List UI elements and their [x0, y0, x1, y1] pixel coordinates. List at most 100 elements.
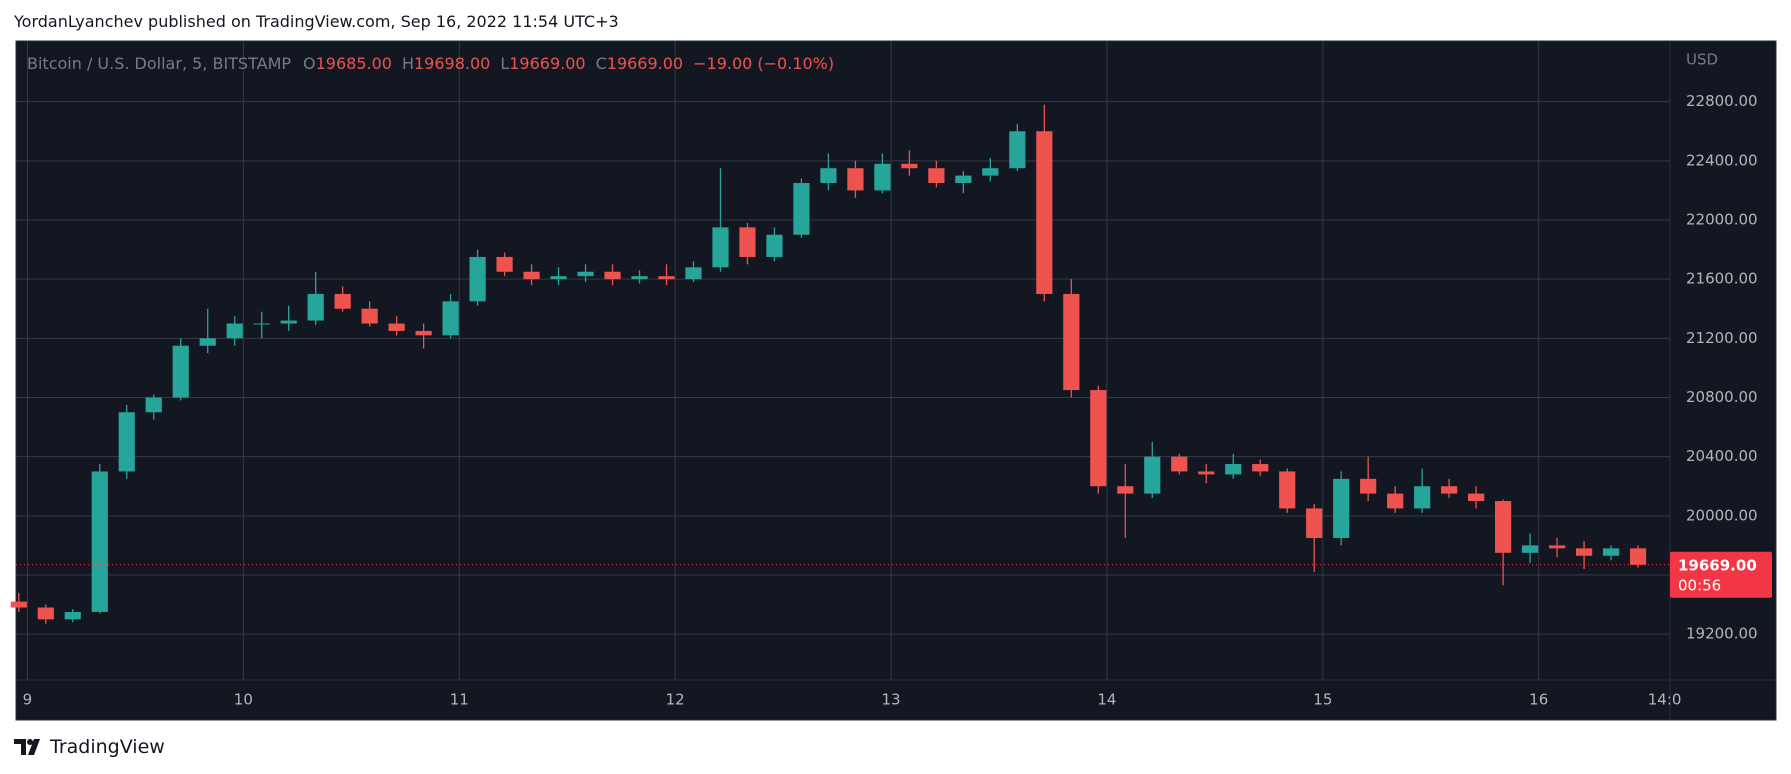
candle-body	[1629, 548, 1647, 565]
candle-body	[253, 323, 270, 325]
candle-body	[1548, 545, 1566, 549]
candle-body	[1171, 456, 1188, 472]
candle-body	[955, 175, 972, 183]
candle-body	[1360, 478, 1377, 494]
brand: TradingView	[50, 736, 165, 758]
candle-body	[1441, 486, 1458, 494]
candle-body	[1063, 293, 1080, 391]
x-tick-label: 13	[881, 691, 900, 709]
candle-body	[766, 234, 783, 257]
legend-key: C	[596, 54, 607, 73]
y-unit: USD	[1686, 51, 1718, 69]
y-tick-label: 22800.00	[1686, 92, 1758, 110]
publish-header: YordanLyanchev published on TradingView.…	[14, 12, 619, 31]
candle-body	[172, 345, 189, 398]
candle-body	[604, 271, 621, 280]
candle-body	[1414, 486, 1431, 509]
candle-body	[523, 271, 540, 280]
candle-body	[415, 330, 432, 336]
x-tick-label: 14:0	[1648, 691, 1682, 709]
candle-body	[1495, 501, 1512, 553]
legend-key: H	[402, 54, 414, 73]
y-tick-label: 21200.00	[1686, 329, 1758, 347]
x-tick-label: 11	[450, 691, 469, 709]
candle-body	[1144, 456, 1161, 494]
y-tick-label: 20000.00	[1686, 506, 1758, 524]
candle-body	[118, 412, 135, 472]
candle-body	[1575, 548, 1593, 556]
candle-body	[145, 397, 162, 413]
candle-body	[1117, 486, 1134, 494]
legend-value: 19698.00	[414, 54, 490, 73]
y-tick-label: 22400.00	[1686, 151, 1758, 169]
last-price-box	[1670, 551, 1772, 598]
candle-body	[334, 293, 351, 309]
candle-body	[226, 323, 243, 339]
legend-value: 19685.00	[316, 54, 392, 73]
candle-body	[1306, 508, 1323, 538]
x-tick-label: 14	[1097, 691, 1116, 709]
candle-body	[496, 256, 513, 272]
candle-body	[658, 276, 675, 280]
x-tick-label: 9	[23, 691, 33, 709]
candle-body	[280, 320, 297, 324]
countdown-label: 00:56	[1678, 576, 1721, 594]
last-price-label: 19669.00	[1678, 556, 1757, 574]
candle-body	[91, 471, 108, 612]
symbol-title: Bitcoin / U.S. Dollar, 5, BITSTAMP	[27, 54, 291, 73]
candle-body	[793, 183, 810, 235]
candle-body	[1333, 478, 1350, 538]
candle-body	[712, 227, 729, 268]
candle-body	[550, 276, 567, 280]
legend: Bitcoin / U.S. Dollar, 5, BITSTAMP O19685…	[27, 54, 834, 73]
candle-body	[685, 267, 702, 280]
legend-value: 19669.00	[607, 54, 683, 73]
candle-body	[739, 227, 756, 257]
candle-body	[1090, 390, 1107, 487]
candle-body	[1522, 545, 1539, 553]
candle-body	[1602, 548, 1620, 556]
legend-key: L	[500, 54, 509, 73]
logo	[14, 739, 40, 755]
candle-body	[1036, 131, 1053, 294]
candle-body	[820, 168, 837, 183]
y-tick-label: 22000.00	[1686, 210, 1758, 228]
candle-body	[37, 607, 54, 620]
legend-change: −19.00 (−0.10%)	[693, 54, 834, 73]
chart-panel	[15, 40, 1777, 721]
candle-body	[1387, 493, 1404, 509]
x-tick-label: 15	[1313, 691, 1332, 709]
candle-body	[10, 601, 27, 608]
legend-value: 19669.00	[509, 54, 585, 73]
candle-body	[577, 271, 594, 277]
candle-body	[1198, 471, 1215, 475]
y-tick-label: 21600.00	[1686, 270, 1758, 288]
y-tick-label: 20400.00	[1686, 447, 1758, 465]
candle-body	[307, 293, 324, 321]
candle-body	[1225, 464, 1242, 475]
candle-body	[1279, 471, 1296, 509]
footer: TradingView	[14, 736, 165, 758]
candle-body	[469, 256, 486, 302]
candle-body	[1009, 131, 1026, 169]
x-tick-label: 16	[1529, 691, 1548, 709]
candle-body	[361, 308, 378, 324]
candle-body	[847, 168, 864, 191]
candle-body	[874, 163, 891, 191]
candle-body	[388, 323, 405, 331]
candle-body	[442, 301, 459, 336]
candle-body	[1468, 493, 1485, 502]
candle-body	[901, 163, 918, 169]
candle-body	[199, 338, 216, 346]
candle-body	[64, 611, 81, 620]
candle-body	[982, 168, 999, 176]
candle-body	[928, 168, 945, 183]
y-tick-label: 20800.00	[1686, 388, 1758, 406]
legend-key: O	[303, 54, 316, 73]
x-tick-label: 10	[234, 691, 253, 709]
candle-body	[631, 276, 648, 280]
candle-body	[1252, 464, 1269, 472]
y-tick-label: 19200.00	[1686, 625, 1758, 643]
